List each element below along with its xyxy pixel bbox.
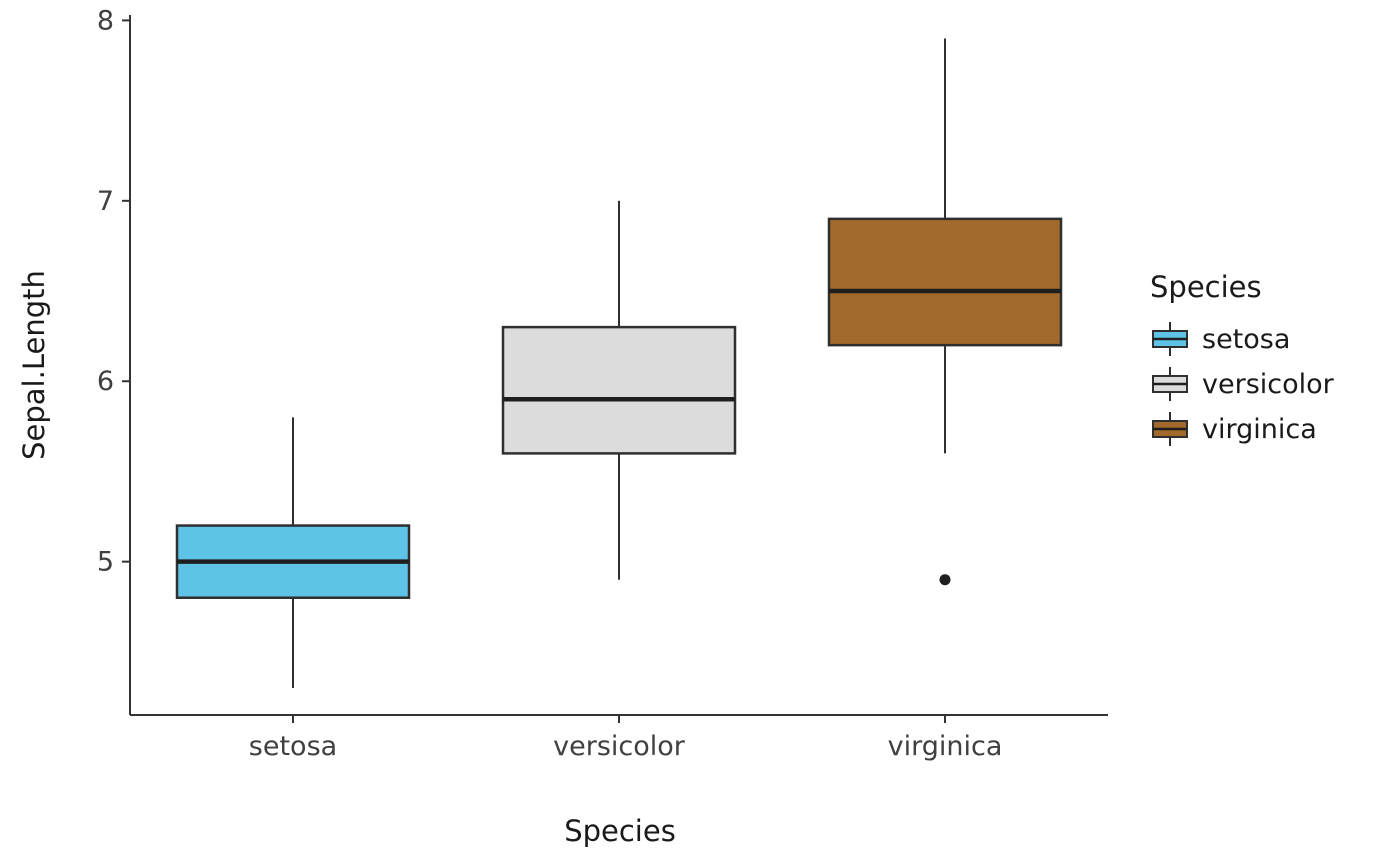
box-virginica: [827, 38, 1063, 586]
legend-entry-setosa: setosa: [1150, 320, 1334, 358]
x-tick-label-virginica: virginica: [888, 731, 1003, 762]
y-tick-label: 5: [97, 547, 114, 578]
iqr-box: [827, 217, 1063, 347]
legend-key-virginica: [1152, 412, 1188, 446]
box-versicolor: [501, 200, 737, 580]
y-tick-label: 6: [97, 366, 114, 397]
legend-label-setosa: setosa: [1202, 323, 1291, 355]
outlier-point: [939, 574, 951, 586]
y-tick-label: 7: [97, 186, 114, 217]
iqr-box: [501, 325, 737, 455]
legend-entry-versicolor: versicolor: [1150, 365, 1334, 403]
x-tick-label-versicolor: versicolor: [553, 731, 686, 762]
x-axis-title: Species: [564, 814, 676, 848]
legend-key-setosa: [1152, 322, 1188, 356]
legend-entry-virginica: virginica: [1150, 410, 1334, 448]
legend-entries: setosa versicolor virginica: [1150, 320, 1334, 448]
box-setosa: [175, 417, 411, 688]
legend-label-virginica: virginica: [1202, 413, 1317, 445]
y-axis-title: Sepal.Length: [17, 270, 51, 460]
y-tick-label: 8: [97, 5, 114, 36]
legend-label-versicolor: versicolor: [1202, 368, 1334, 400]
legend: Species setosa versicolor virginica: [1150, 270, 1334, 455]
legend-title: Species: [1150, 270, 1262, 304]
x-tick-label-setosa: setosa: [249, 731, 337, 762]
legend-key-versicolor: [1152, 367, 1188, 401]
